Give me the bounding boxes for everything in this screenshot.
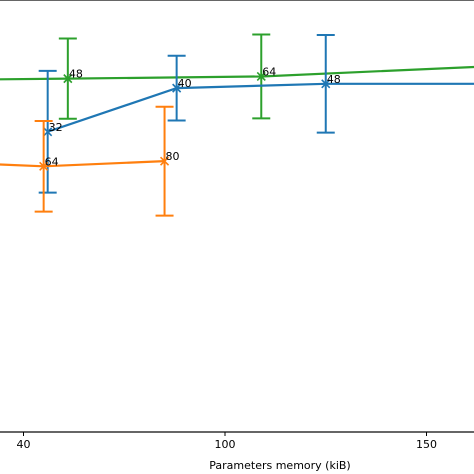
series-2: 46480 bbox=[0, 105, 180, 217]
data-point-marker bbox=[321, 79, 331, 89]
data-point-marker bbox=[39, 161, 49, 171]
data-point-label: 48 bbox=[327, 73, 341, 86]
data-point-marker bbox=[256, 71, 266, 82]
data-point-marker bbox=[172, 83, 182, 93]
series-layer: 404864803240486446480 bbox=[0, 33, 474, 217]
x-tick-label: 150 bbox=[416, 438, 437, 451]
data-point-label: 48 bbox=[69, 68, 83, 81]
tick-layer: 40100150200250 bbox=[17, 432, 437, 451]
x-tick-label: 40 bbox=[17, 438, 31, 451]
data-point-label: 40 bbox=[178, 77, 192, 90]
data-point-marker bbox=[43, 127, 53, 137]
data-point-label: 80 bbox=[166, 150, 180, 163]
series-line bbox=[0, 65, 474, 81]
plot-frame bbox=[0, 0, 474, 433]
data-point-label: 64 bbox=[262, 65, 276, 78]
x-axis-label: Parameters memory (kiB) bbox=[209, 459, 350, 472]
data-point-label: 32 bbox=[49, 121, 63, 134]
series-1: 32 40 48 64 bbox=[38, 33, 474, 194]
x-tick-label: 100 bbox=[215, 438, 236, 451]
data-point-marker bbox=[159, 156, 170, 166]
data-point-label: 64 bbox=[45, 155, 59, 168]
data-point-marker bbox=[63, 74, 73, 84]
